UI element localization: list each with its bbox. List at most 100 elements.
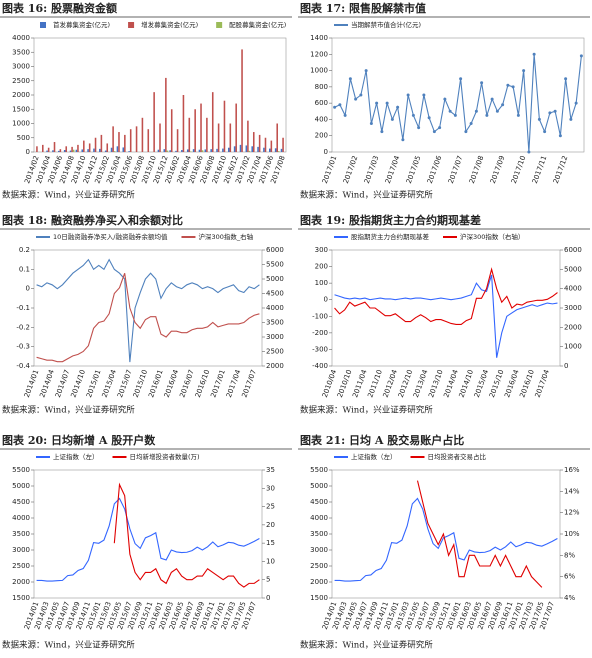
y-tick-label: 2000 <box>12 91 30 99</box>
x-tick-label: 2017/06 <box>426 154 444 185</box>
point <box>390 117 394 121</box>
point <box>522 69 526 73</box>
y2-tick-label: 1000 <box>564 343 582 351</box>
bar <box>53 142 56 152</box>
y-tick-label: 5500 <box>12 466 30 474</box>
bar <box>47 147 50 152</box>
point <box>422 93 426 97</box>
point <box>579 54 583 58</box>
bar <box>282 137 284 152</box>
bar <box>147 129 150 152</box>
point <box>495 109 499 113</box>
y2-tick-label: 4000 <box>266 304 284 312</box>
y2-tick-label: 20 <box>266 521 275 529</box>
bar <box>94 137 97 152</box>
y2-tick-label: 6000 <box>564 246 582 254</box>
point <box>417 126 421 130</box>
y-tick-label: -400 <box>312 362 328 370</box>
point <box>474 109 478 113</box>
bar <box>258 134 261 152</box>
y2-tick-label: 4000 <box>564 285 582 293</box>
point <box>453 113 457 117</box>
y-tick-label: 2000 <box>310 578 328 586</box>
point <box>506 83 510 87</box>
bar <box>263 147 265 152</box>
source-note: 数据来源：Wind，兴业证券研究所 <box>300 190 433 201</box>
y-tick-label: -0.3 <box>16 343 30 351</box>
bar <box>36 146 38 152</box>
y2-tick-label: 2500 <box>266 348 284 356</box>
bar <box>252 132 255 152</box>
y2-tick-label: 4% <box>564 594 575 602</box>
bar <box>69 150 72 152</box>
y2-tick-label: 5000 <box>266 275 284 283</box>
bar <box>204 149 207 152</box>
point <box>574 101 578 105</box>
point <box>548 111 552 115</box>
bar <box>157 149 160 152</box>
x-tick-label: 2017/07 <box>447 155 464 185</box>
point <box>448 109 452 113</box>
y-tick-label: 300 <box>315 246 328 254</box>
y2-tick-label: 10 <box>266 557 275 565</box>
y-tick-label: 4000 <box>12 514 30 522</box>
x-tick-label: 2017/05 <box>405 155 422 185</box>
bar <box>217 123 220 152</box>
y-tick-label: 5000 <box>12 482 30 490</box>
bar <box>129 129 132 152</box>
legend-label: 日均投资者交易占比 <box>428 452 487 461</box>
y-tick-label: 500 <box>17 134 30 142</box>
bar <box>229 123 232 152</box>
bar <box>93 148 95 152</box>
point <box>359 93 363 97</box>
bar <box>124 134 126 152</box>
legend-label: 日均新增投资者数量(万) <box>130 452 200 461</box>
bar <box>106 143 109 152</box>
y-tick-label: 0 <box>26 148 30 156</box>
legend-label: 10日融资融券净买入/融资融券余额均值 <box>53 232 168 241</box>
point <box>333 105 337 109</box>
bar <box>227 147 230 152</box>
point <box>543 130 547 134</box>
bar <box>165 77 167 152</box>
bar <box>100 134 103 152</box>
point <box>427 116 431 120</box>
y-tick-label: -100 <box>312 312 328 320</box>
bar <box>276 123 278 152</box>
point <box>375 101 379 105</box>
legend-label: 当期解禁市值合计(亿元) <box>351 20 421 29</box>
y2-tick-label: 0 <box>564 362 568 370</box>
point <box>411 113 415 117</box>
plot-frame <box>331 469 561 599</box>
point <box>569 117 573 121</box>
bar <box>245 145 248 152</box>
bar <box>269 148 271 152</box>
source-note: 数据来源：Wind，兴业证券研究所 <box>2 640 135 651</box>
bar <box>110 147 113 152</box>
bar <box>277 151 280 152</box>
y-tick-label: 1400 <box>310 34 328 42</box>
bar <box>211 92 214 152</box>
bar <box>274 148 277 152</box>
bar <box>122 147 125 152</box>
legend-label: 沪深300指数（右轴） <box>460 232 524 241</box>
y-tick-label: 1500 <box>12 594 30 602</box>
point <box>464 130 468 134</box>
point <box>553 109 557 113</box>
chart-title: 图表 20: 日均新增 A 股开户数 <box>2 433 156 447</box>
legend-label: 首发募集资金(亿元) <box>53 20 110 29</box>
point <box>527 150 531 154</box>
bar <box>99 148 101 152</box>
chart-title: 图表 16: 股票融资金额 <box>2 1 117 15</box>
y-tick-label: 0.2 <box>19 246 30 254</box>
x-tick-label: 2016/04 <box>163 368 181 399</box>
point <box>348 77 352 81</box>
bar <box>192 149 195 152</box>
y-tick-label: 5500 <box>310 466 328 474</box>
y-tick-label: 4000 <box>310 514 328 522</box>
y2-tick-label: 8% <box>564 551 575 559</box>
bar <box>206 117 208 152</box>
bar <box>58 150 60 152</box>
point <box>438 126 442 130</box>
plot-frame <box>331 37 585 153</box>
